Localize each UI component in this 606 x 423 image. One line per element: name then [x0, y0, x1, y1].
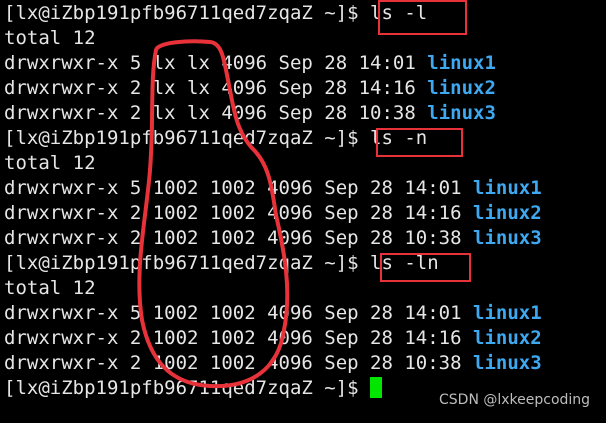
line-text: drwxrwxr-x 2 lx lx 4096 Sep 28 14:16	[4, 77, 428, 99]
line-text: total 12	[4, 152, 96, 174]
line-text: drwxrwxr-x 5 1002 1002 4096 Sep 28 14:01	[4, 177, 473, 199]
watermark: CSDN @lxkeepcoding	[439, 392, 591, 408]
directory-name: linux2	[473, 327, 542, 349]
directory-name: linux3	[473, 352, 542, 374]
terminal-line: total 12	[4, 26, 542, 51]
annotation-box-ls-ln	[380, 253, 471, 282]
line-text: total 12	[4, 277, 96, 299]
line-text: drwxrwxr-x 2 lx lx 4096 Sep 28 10:38	[4, 102, 428, 124]
terminal-line: total 12	[4, 276, 542, 301]
line-text: drwxrwxr-x 5 1002 1002 4096 Sep 28 14:01	[4, 302, 473, 324]
line-text: [lx@iZbp191pfb96711qed7zqaZ ~]$ ls -l	[4, 2, 428, 24]
annotation-box-ls-l	[378, 0, 467, 35]
terminal-line: [lx@iZbp191pfb96711qed7zqaZ ~]$ ls -l	[4, 1, 542, 26]
terminal-line: drwxrwxr-x 5 1002 1002 4096 Sep 28 14:01…	[4, 301, 542, 326]
terminal-line: drwxrwxr-x 2 1002 1002 4096 Sep 28 10:38…	[4, 226, 542, 251]
directory-name: linux2	[473, 202, 542, 224]
terminal-line: drwxrwxr-x 2 lx lx 4096 Sep 28 14:16 lin…	[4, 76, 542, 101]
cursor	[370, 377, 383, 398]
line-text: drwxrwxr-x 2 1002 1002 4096 Sep 28 14:16	[4, 327, 473, 349]
directory-name: linux3	[427, 102, 496, 124]
terminal-line: drwxrwxr-x 2 lx lx 4096 Sep 28 10:38 lin…	[4, 101, 542, 126]
line-text: [lx@iZbp191pfb96711qed7zqaZ ~]$ ls -n	[4, 127, 428, 149]
terminal-output: [lx@iZbp191pfb96711qed7zqaZ ~]$ ls -l tot…	[4, 1, 542, 401]
terminal-line: drwxrwxr-x 2 1002 1002 4096 Sep 28 14:16…	[4, 326, 542, 351]
directory-name: linux1	[473, 177, 542, 199]
terminal-line: [lx@iZbp191pfb96711qed7zqaZ ~]$ ls -n	[4, 126, 542, 151]
directory-name: linux2	[427, 77, 496, 99]
terminal-line: drwxrwxr-x 2 1002 1002 4096 Sep 28 14:16…	[4, 201, 542, 226]
directory-name: linux3	[473, 227, 542, 249]
terminal-line: drwxrwxr-x 5 lx lx 4096 Sep 28 14:01 lin…	[4, 51, 542, 76]
line-text: drwxrwxr-x 2 1002 1002 4096 Sep 28 10:38	[4, 227, 473, 249]
line-text: drwxrwxr-x 2 1002 1002 4096 Sep 28 14:16	[4, 202, 473, 224]
terminal-line: total 12	[4, 151, 542, 176]
terminal-line: drwxrwxr-x 5 1002 1002 4096 Sep 28 14:01…	[4, 176, 542, 201]
annotation-box-ls-n	[376, 128, 463, 157]
terminal-line: [lx@iZbp191pfb96711qed7zqaZ ~]$ ls -ln	[4, 251, 542, 276]
line-text: total 12	[4, 27, 96, 49]
directory-name: linux1	[473, 302, 542, 324]
directory-name: linux1	[427, 52, 496, 74]
line-text: drwxrwxr-x 5 lx lx 4096 Sep 28 14:01	[4, 52, 428, 74]
line-text: [lx@iZbp191pfb96711qed7zqaZ ~]$ ls -ln	[4, 252, 439, 274]
